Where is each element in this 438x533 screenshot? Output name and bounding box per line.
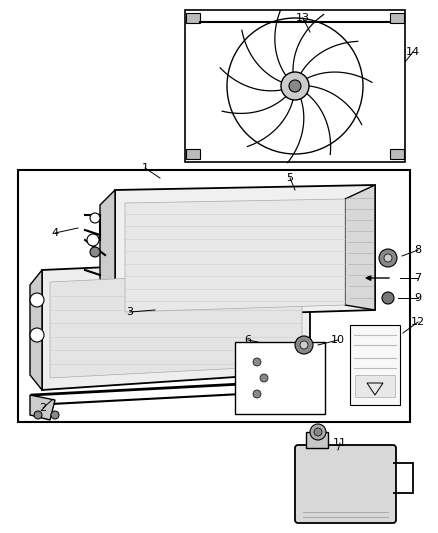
Text: 8: 8 (414, 245, 421, 255)
Polygon shape (30, 395, 55, 420)
Text: 2: 2 (39, 403, 46, 413)
FancyBboxPatch shape (295, 445, 396, 523)
Polygon shape (100, 190, 115, 318)
Text: 1: 1 (141, 163, 148, 173)
Circle shape (260, 374, 268, 382)
Bar (186, 13, 200, 23)
Circle shape (30, 293, 44, 307)
Polygon shape (345, 185, 375, 310)
Circle shape (295, 336, 313, 354)
Circle shape (51, 411, 59, 419)
Polygon shape (306, 432, 328, 448)
Text: 7: 7 (414, 273, 421, 283)
Text: 3: 3 (127, 307, 134, 317)
Polygon shape (30, 270, 42, 390)
Bar (350, 325, 400, 405)
Bar (355, 375, 395, 397)
Circle shape (90, 247, 100, 257)
Polygon shape (42, 258, 310, 390)
Bar (390, 149, 404, 159)
Text: 10: 10 (331, 335, 345, 345)
Text: 9: 9 (414, 293, 421, 303)
Text: 13: 13 (296, 13, 310, 23)
Circle shape (90, 213, 100, 223)
Circle shape (253, 390, 261, 398)
Bar (186, 149, 200, 159)
Text: 12: 12 (411, 317, 425, 327)
Bar (18, 170, 410, 422)
Circle shape (253, 358, 261, 366)
Text: 6: 6 (244, 335, 251, 345)
Bar (390, 13, 404, 23)
Circle shape (382, 292, 394, 304)
Text: 11: 11 (333, 438, 347, 448)
Circle shape (314, 428, 322, 436)
Text: 5: 5 (286, 173, 293, 183)
Polygon shape (125, 199, 345, 312)
Bar (235, 342, 325, 414)
Polygon shape (50, 270, 302, 378)
Bar (185, 10, 405, 162)
Circle shape (384, 254, 392, 262)
Circle shape (34, 411, 42, 419)
Text: 14: 14 (406, 47, 420, 57)
Circle shape (87, 234, 99, 246)
Circle shape (310, 424, 326, 440)
Circle shape (30, 328, 44, 342)
Text: 4: 4 (51, 228, 59, 238)
Polygon shape (115, 185, 375, 318)
Circle shape (281, 72, 309, 100)
Circle shape (300, 341, 308, 349)
Circle shape (379, 249, 397, 267)
Circle shape (289, 80, 301, 92)
